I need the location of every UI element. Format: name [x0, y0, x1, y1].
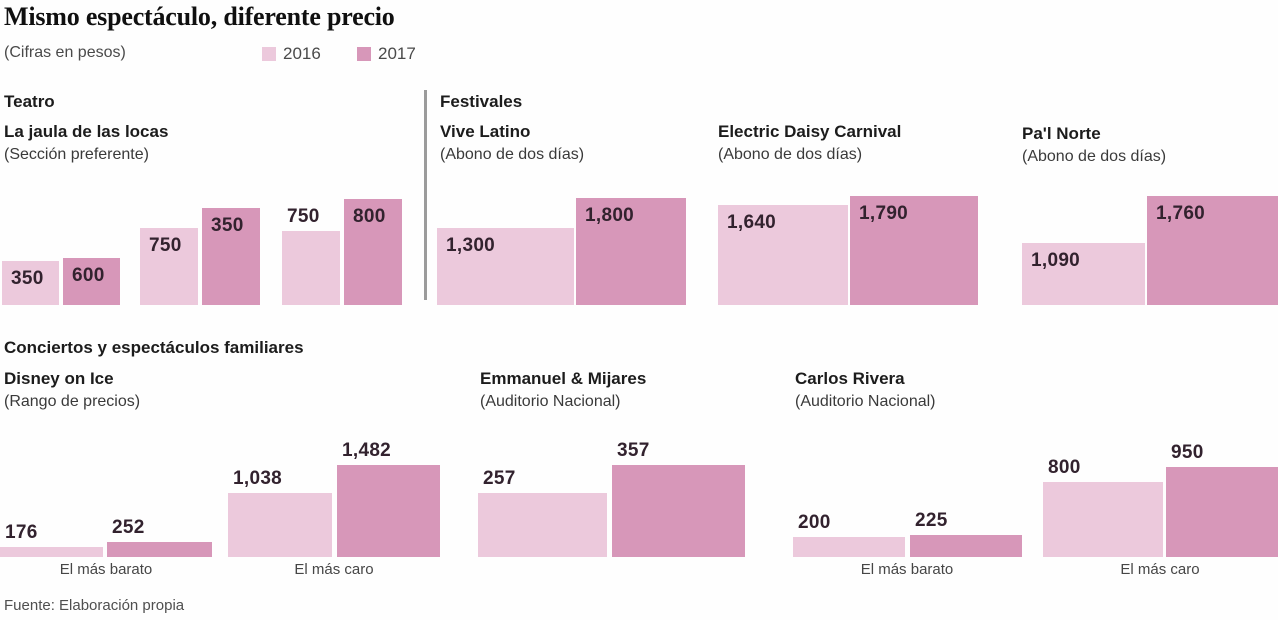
bar-disney-barato-2016: 176 [0, 522, 103, 557]
bar-value: 1,760 [1156, 203, 1206, 224]
axis-label-carlos-caro: El más caro [1120, 561, 1200, 578]
bar-la-jaula-3-2016: 750 [282, 206, 340, 305]
bar-value: 257 [483, 468, 516, 489]
show-name-disney: Disney on Ice [4, 369, 114, 388]
bar-carlos-barato-2016: 200 [793, 512, 905, 557]
bar-pal-norte-2017: 1,760 [1147, 196, 1278, 305]
section-title-festivales: Festivales [440, 92, 523, 111]
bar-la-jaula-1-2016: 350 [2, 261, 59, 305]
show-name-vive-latino: Vive Latino [440, 122, 531, 141]
bar-emmanuel-2017: 357 [612, 440, 745, 557]
bar-value: 357 [617, 440, 650, 461]
show-venue-pal-norte: (Abono de dos días) [1022, 148, 1167, 165]
bar-disney-caro-2016: 1,038 [228, 468, 332, 557]
show-venue-la-jaula: (Sección preferente) [4, 146, 149, 163]
bar-disney-caro-2017: 1,482 [337, 440, 440, 557]
bar-value: 350 [11, 268, 44, 289]
bar-value: 1,090 [1031, 250, 1081, 271]
bar-carlos-caro-2016: 800 [1043, 457, 1163, 557]
section-title-teatro: Teatro [4, 92, 55, 111]
bar-edc-2017: 1,790 [850, 196, 978, 305]
bar-value: 950 [1171, 442, 1204, 463]
show-venue-edc: (Abono de dos días) [718, 146, 863, 163]
bar-value: 750 [287, 206, 320, 227]
bar-carlos-barato-2017: 225 [910, 510, 1022, 557]
axis-label-disney-caro: El más caro [294, 561, 374, 578]
legend-label-2016: 2016 [283, 44, 321, 63]
bar-value: 1,790 [859, 203, 909, 224]
show-venue-emmanuel: (Auditorio Nacional) [480, 393, 621, 410]
bar-value: 1,038 [233, 468, 283, 489]
show-name-edc: Electric Daisy Carnival [718, 122, 902, 141]
legend-swatch-2016 [262, 47, 276, 61]
show-venue-disney: (Rango de precios) [4, 393, 141, 410]
axis-label-carlos-barato: El más barato [860, 561, 954, 578]
bar-value: 200 [798, 512, 831, 533]
units-note: (Cifras en pesos) [4, 44, 126, 61]
bar-la-jaula-3-2017: 800 [344, 199, 402, 305]
legend-item-2017: 2017 [357, 44, 416, 64]
show-name-la-jaula: La jaula de las locas [4, 122, 169, 141]
bar-value: 750 [149, 235, 182, 256]
bar-value: 1,640 [727, 212, 777, 233]
bar-edc-2016: 1,640 [718, 205, 848, 305]
bar-carlos-caro-2017: 950 [1166, 442, 1278, 557]
show-name-emmanuel: Emmanuel & Mijares [480, 369, 647, 388]
bar-value: 1,300 [446, 235, 496, 256]
bar-la-jaula-2-2017: 350 [202, 208, 260, 305]
legend-label-2017: 2017 [378, 44, 416, 63]
bar-la-jaula-2-2016: 750 [140, 228, 198, 305]
bar-vive-latino-2016: 1,300 [437, 228, 574, 305]
show-venue-carlos-rivera: (Auditorio Nacional) [795, 393, 936, 410]
show-name-pal-norte: Pa'l Norte [1022, 124, 1101, 143]
bar-value: 600 [72, 265, 105, 286]
legend-swatch-2017 [357, 47, 371, 61]
bar-emmanuel-2016: 257 [478, 468, 607, 557]
section-title-conciertos: Conciertos y espectáculos familiares [4, 338, 304, 357]
axis-label-disney-barato: El más barato [59, 561, 153, 578]
bar-vive-latino-2017: 1,800 [576, 198, 686, 305]
bar-la-jaula-1-2017: 600 [63, 258, 120, 305]
bar-value: 800 [1048, 457, 1081, 478]
show-name-carlos-rivera: Carlos Rivera [795, 369, 905, 388]
bar-value: 800 [353, 206, 386, 227]
bar-value: 225 [915, 510, 948, 531]
source-note: Fuente: Elaboración propia [4, 597, 185, 614]
show-venue-vive-latino: (Abono de dos días) [440, 146, 585, 163]
bar-value: 350 [211, 215, 244, 236]
bar-value: 1,800 [585, 205, 635, 226]
bar-pal-norte-2016: 1,090 [1022, 243, 1145, 305]
section-divider [424, 90, 427, 300]
legend-item-2016: 2016 [262, 44, 321, 64]
page-title: Mismo espectáculo, diferente precio [4, 2, 395, 31]
bar-value: 252 [112, 517, 145, 538]
bar-disney-barato-2017: 252 [107, 517, 212, 557]
bar-value: 176 [5, 522, 38, 543]
bar-value: 1,482 [342, 440, 392, 461]
